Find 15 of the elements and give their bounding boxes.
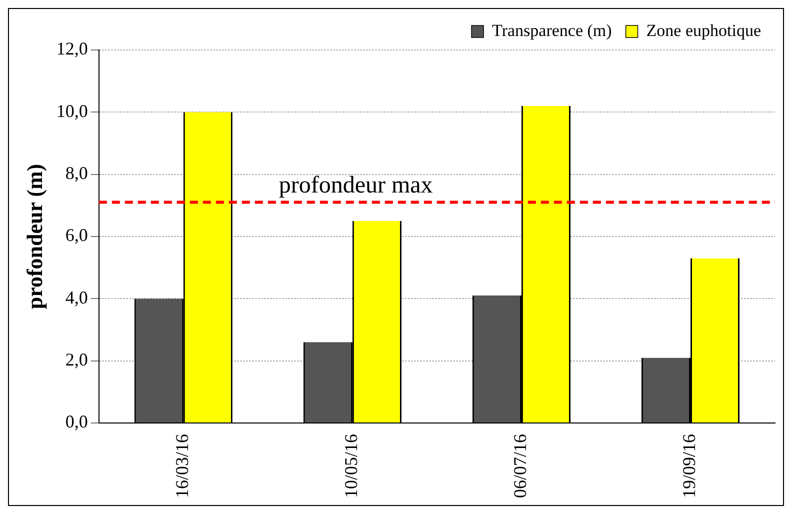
legend-label: Transparence (m) bbox=[492, 20, 612, 40]
x-tick-label: 06/07/16 bbox=[510, 434, 530, 498]
y-tick-label: 0,0 bbox=[65, 412, 88, 432]
ref-line-label: profondeur max bbox=[278, 172, 433, 199]
y-axis-title: profondeur (m) bbox=[22, 164, 47, 310]
y-tick-label: 10,0 bbox=[56, 100, 88, 121]
x-tick-label: 10/05/16 bbox=[341, 434, 362, 498]
y-tick-label: 6,0 bbox=[65, 225, 88, 246]
x-tick-label: 16/03/16 bbox=[172, 434, 192, 498]
legend-label: Zone euphotique bbox=[646, 20, 761, 40]
y-tick-label: 8,0 bbox=[65, 163, 88, 184]
y-tick-label: 2,0 bbox=[65, 350, 88, 370]
y-tick-label: 4,0 bbox=[65, 287, 88, 308]
y-tick-label: 12,0 bbox=[56, 38, 88, 59]
x-tick-label: 19/09/16 bbox=[679, 434, 700, 498]
